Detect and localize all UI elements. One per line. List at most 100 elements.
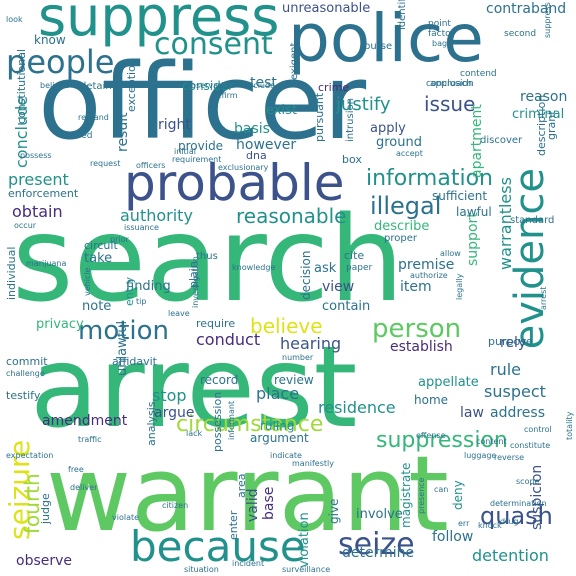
word: lack <box>186 429 203 438</box>
word: basis <box>234 121 270 137</box>
word: motion <box>78 316 170 346</box>
word: surveillance <box>282 565 331 574</box>
word: provide <box>178 139 224 153</box>
word: observe <box>16 553 73 569</box>
word: justify <box>336 94 391 115</box>
word: finding <box>126 279 171 294</box>
word: review <box>274 373 314 387</box>
word: free <box>68 465 84 474</box>
word: contraband <box>486 1 567 17</box>
word: ruling <box>260 419 295 433</box>
word: give <box>327 498 341 524</box>
word: officer <box>38 41 367 163</box>
word: affirm <box>214 91 238 100</box>
word: citizen <box>162 501 189 510</box>
word: seize <box>338 527 415 562</box>
word: commit <box>6 355 48 368</box>
word: right <box>158 117 191 133</box>
word: observation <box>186 81 234 90</box>
word: determination <box>490 499 547 508</box>
word: request <box>90 159 121 168</box>
word: quash <box>480 502 553 530</box>
word: consider <box>182 79 234 93</box>
word: constitute <box>510 441 551 450</box>
word: thus <box>196 251 218 262</box>
word: totality <box>565 411 574 440</box>
word: ask <box>314 261 337 276</box>
word: knowledge <box>232 263 276 272</box>
word: law <box>460 405 484 421</box>
word: test <box>250 75 277 91</box>
word: home <box>414 393 449 407</box>
word: violation <box>297 512 312 568</box>
word: pursuant <box>313 92 326 142</box>
word: illegal <box>370 192 442 220</box>
word: affidavit <box>112 355 157 368</box>
word: determine <box>342 545 415 561</box>
word: residence <box>318 398 396 417</box>
word: record <box>200 373 239 387</box>
word: rely <box>500 335 527 351</box>
word: detain <box>80 81 112 92</box>
word: circuit <box>84 239 118 252</box>
word: entry <box>123 276 136 306</box>
word: valid <box>245 488 261 522</box>
word: control <box>524 425 552 434</box>
word: vehicle <box>83 267 92 297</box>
word: address <box>490 405 546 421</box>
word: area <box>235 473 248 498</box>
word: crime <box>318 81 350 94</box>
word: arrest <box>539 286 548 310</box>
word: deliver <box>70 483 98 492</box>
word: enter <box>227 510 240 540</box>
word: exigent <box>289 42 300 80</box>
word: warrant <box>46 433 449 555</box>
word: factor <box>428 29 455 39</box>
word: place <box>256 384 300 403</box>
word: discover <box>480 135 523 146</box>
word: testify <box>6 389 41 402</box>
word: tip <box>136 297 147 306</box>
word: bag <box>432 39 448 48</box>
word: enforcement <box>8 187 79 200</box>
word: item <box>400 279 432 295</box>
word: person <box>372 314 462 344</box>
word: manifestly <box>292 459 334 468</box>
word: presence <box>417 477 426 514</box>
word: requirement <box>172 155 222 164</box>
word: criminal <box>512 107 565 122</box>
word: incident <box>232 559 265 568</box>
word: detention <box>472 546 549 565</box>
word: premise <box>398 257 455 273</box>
word: suspicion <box>529 464 545 530</box>
word: involve <box>356 507 403 522</box>
word: however <box>236 137 297 153</box>
word: arrest <box>30 323 358 453</box>
word: conduct <box>196 330 261 349</box>
word: take <box>84 251 113 266</box>
word: suppress <box>543 2 552 38</box>
word: establish <box>390 339 453 355</box>
word: police <box>288 0 484 77</box>
word: stop <box>152 386 187 405</box>
word: circumstance <box>176 412 324 437</box>
word: number <box>282 353 314 362</box>
word: reverse <box>494 453 525 462</box>
word: intrusion <box>345 98 356 142</box>
word: argument <box>250 431 309 445</box>
word: argue <box>154 405 195 421</box>
word: suppression <box>376 428 508 453</box>
word: accept <box>396 149 423 158</box>
word: knock <box>478 521 502 530</box>
word: purpose <box>488 335 533 348</box>
word: result <box>115 112 131 152</box>
word: people <box>6 43 115 81</box>
word: appellate <box>418 375 479 390</box>
word: base <box>261 486 277 520</box>
word: information <box>366 166 493 191</box>
word: dna <box>246 149 267 162</box>
word: approach <box>430 79 473 89</box>
word: lawful <box>456 205 492 219</box>
word: describe <box>374 219 430 234</box>
word: situation <box>184 565 219 574</box>
